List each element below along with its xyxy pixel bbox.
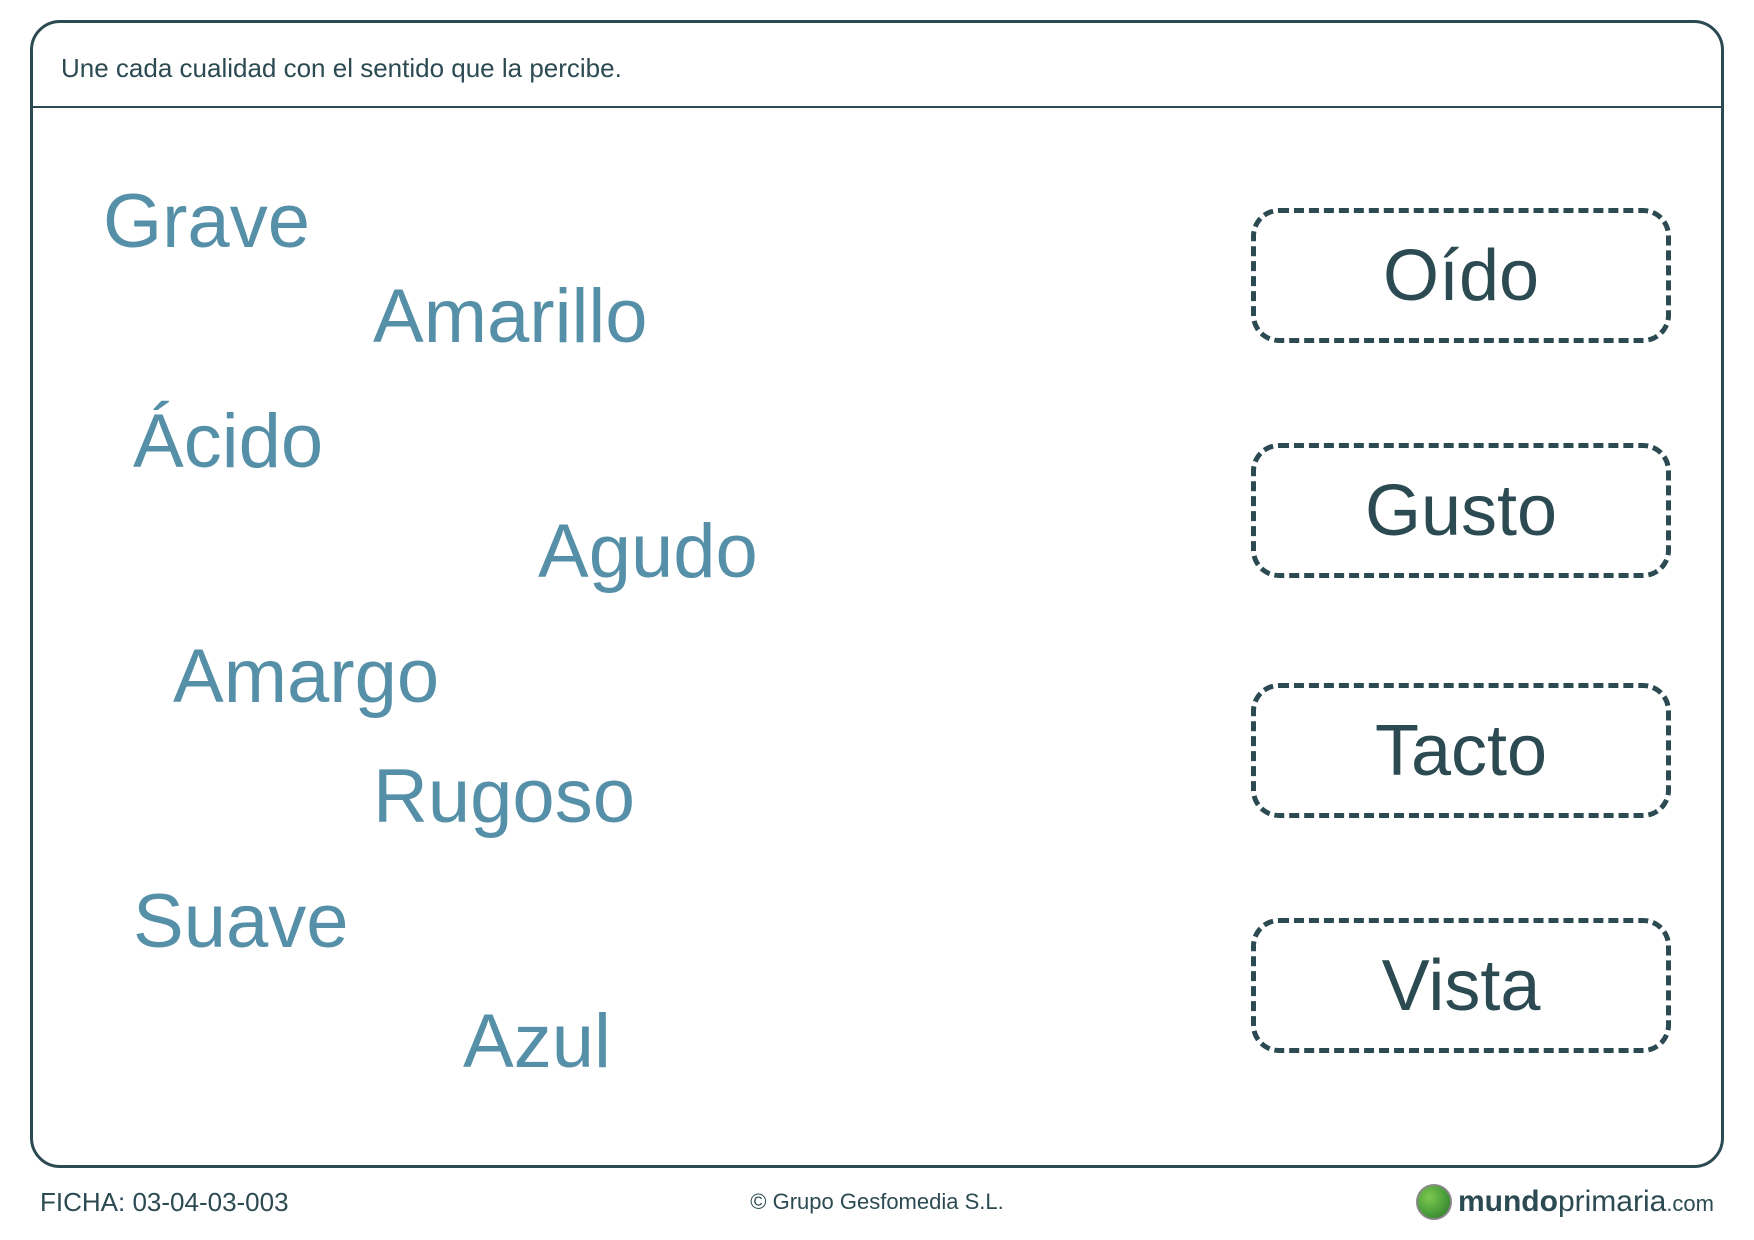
worksheet-frame: Une cada cualidad con el sentido que la … (30, 20, 1724, 1168)
content-area: Grave Amarillo Ácido Agudo Amargo Rugoso Suave… (33, 108, 1721, 1162)
sense-box[interactable]: Vista (1251, 918, 1671, 1053)
quality-word[interactable]: Grave (103, 178, 310, 265)
instruction-section: Une cada cualidad con el sentido que la … (33, 23, 1721, 108)
sense-label: Vista (1382, 945, 1541, 1027)
quality-word[interactable]: Agudo (538, 508, 758, 595)
sense-box[interactable]: Gusto (1251, 443, 1671, 578)
logo-suffix: .com (1666, 1191, 1714, 1216)
globe-icon (1416, 1184, 1452, 1220)
sense-label: Gusto (1365, 470, 1557, 552)
ficha-label: FICHA: 03-04-03-003 (40, 1187, 289, 1218)
quality-word[interactable]: Amargo (173, 633, 439, 720)
logo-text: mundoprimaria.com (1458, 1185, 1714, 1219)
footer: FICHA: 03-04-03-003 © Grupo Gesfomedia S… (40, 1184, 1714, 1220)
quality-word[interactable]: Amarillo (373, 273, 648, 360)
quality-word[interactable]: Suave (133, 878, 349, 965)
quality-word[interactable]: Ácido (133, 398, 323, 485)
logo-bold: mundo (1458, 1185, 1558, 1218)
instruction-text: Une cada cualidad con el sentido que la … (61, 53, 1693, 84)
quality-word[interactable]: Rugoso (373, 753, 635, 840)
logo-normal: primaria (1558, 1185, 1666, 1218)
sense-box[interactable]: Tacto (1251, 683, 1671, 818)
sense-box[interactable]: Oído (1251, 208, 1671, 343)
logo: mundoprimaria.com (1416, 1184, 1714, 1220)
sense-label: Oído (1383, 235, 1539, 317)
quality-word[interactable]: Azul (463, 998, 611, 1085)
sense-label: Tacto (1375, 710, 1547, 792)
copyright-text: © Grupo Gesfomedia S.L. (750, 1189, 1003, 1215)
